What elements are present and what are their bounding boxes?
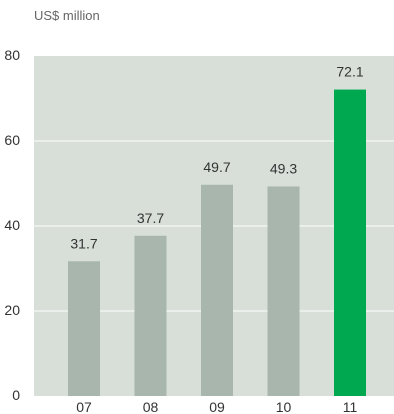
unit-label: US$ million [34,8,100,23]
bar [334,89,366,396]
y-tick-label: 40 [4,217,20,233]
value-label: 31.7 [70,235,97,251]
value-label: 49.3 [270,160,297,176]
x-tick-label: 07 [76,399,92,414]
x-tick-label: 08 [143,399,159,414]
x-tick-label: 11 [343,399,358,414]
x-tick-label: 10 [276,399,292,414]
bar [134,235,167,396]
y-tick-label: 60 [4,132,20,148]
value-label: 37.7 [137,210,164,226]
x-tick-label: 09 [209,399,225,414]
value-label: 72.1 [336,64,363,80]
y-tick-label: 20 [4,302,20,318]
bar [68,261,100,396]
bar [267,186,300,396]
value-label: 49.7 [203,159,230,175]
bar [201,184,233,396]
y-tick-label: 0 [12,387,20,403]
y-tick-label: 80 [4,47,20,63]
